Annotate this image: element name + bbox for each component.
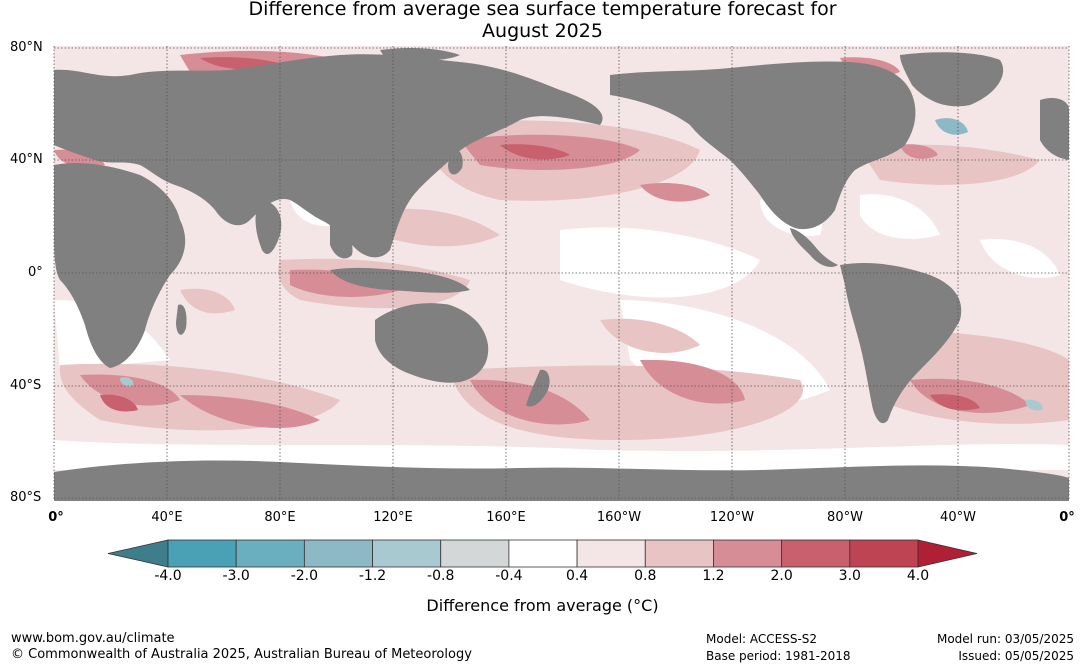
southeast-asia <box>330 225 353 259</box>
lon-label-120w: 120°W <box>709 510 755 525</box>
colorbar-segment <box>440 539 510 568</box>
india-peninsula <box>255 200 282 255</box>
africa-landmass <box>54 163 186 368</box>
lon-label-0-right: 0° <box>1059 510 1075 525</box>
land-masses <box>54 47 1069 501</box>
colorbar-title: Difference from average (°C) <box>426 596 659 615</box>
lon-label-160w: 160°W <box>596 510 642 525</box>
colorbar-segment <box>372 539 442 568</box>
lat-label-80s: 80°S <box>10 490 42 505</box>
colorbar-segment <box>508 539 578 568</box>
new-zealand <box>526 369 550 407</box>
colorbar-segment <box>576 539 646 568</box>
colorbar-tick-label: -0.4 <box>495 568 523 584</box>
colorbar-tick-label: -0.8 <box>427 568 455 584</box>
footer-url: www.bom.gov.au/climate <box>11 631 175 646</box>
graticule <box>53 46 1070 501</box>
colorbar-tick-label: 4.0 <box>906 568 930 584</box>
antarctica-landmass <box>54 460 1069 501</box>
anomaly-cool-spots <box>120 118 1043 411</box>
lon-label-0-left: 0° <box>48 510 64 525</box>
colorbar-tick-label: 0.8 <box>634 568 657 584</box>
colorbar-segment <box>644 539 714 568</box>
colorbar-tick-label: 3.0 <box>838 568 861 584</box>
arctic-islands <box>380 47 460 61</box>
colorbar-tick-label: -1.2 <box>358 568 387 584</box>
south-america-landmass <box>840 263 962 424</box>
colorbar-tick-label: 0.4 <box>565 568 589 584</box>
lon-label-40w: 40°W <box>940 510 976 525</box>
lat-label-80n: 80°N <box>10 40 43 55</box>
colorbar <box>107 539 978 568</box>
colorbar-tick-label: -3.0 <box>222 568 250 584</box>
central-america <box>790 228 838 267</box>
footer-model: Model: ACCESS-S2 <box>706 632 818 646</box>
map-title-line-2: August 2025 <box>482 20 603 42</box>
lon-label-120e: 120°E <box>373 510 413 525</box>
colorbar-tick-label: -2.0 <box>290 568 319 584</box>
colorbar-segment <box>781 539 851 568</box>
colorbar-segment <box>167 539 237 568</box>
lat-label-40s: 40°S <box>10 378 42 393</box>
lon-label-80e: 80°E <box>264 510 296 525</box>
map-title-line-1: Difference from average sea surface temp… <box>248 0 837 20</box>
colorbar-extend-high <box>917 539 978 568</box>
colorbar-segment <box>303 539 373 568</box>
lon-label-40e: 40°E <box>151 510 183 525</box>
colorbar-extend-low <box>107 539 169 568</box>
footer-issued: Issued: 05/05/2025 <box>958 649 1074 663</box>
colorbar-segment <box>235 539 305 568</box>
footer-base-period: Base period: 1981-2018 <box>706 649 851 663</box>
colorbar-tick-label: 1.2 <box>702 568 725 584</box>
footer-copyright: © Commonwealth of Australia 2025, Austra… <box>11 647 472 662</box>
footer-model-run: Model run: 03/05/2025 <box>936 632 1074 646</box>
lon-label-160e: 160°E <box>486 510 526 525</box>
indonesia-islands <box>330 267 470 293</box>
greenland <box>900 52 1004 107</box>
japan <box>448 148 463 175</box>
north-america-landmass <box>610 61 916 230</box>
europe-west <box>1040 98 1069 160</box>
colorbar-segment <box>713 539 783 568</box>
lat-label-equator: 0° <box>28 265 43 280</box>
colorbar-segment <box>849 539 919 568</box>
madagascar <box>176 304 187 335</box>
lat-label-40n: 40°N <box>10 152 43 167</box>
eurasia-landmass <box>54 54 603 258</box>
australia-landmass <box>375 303 489 383</box>
colorbar-tick-label: -4.0 <box>154 568 182 584</box>
lon-label-80w: 80°W <box>827 510 863 525</box>
colorbar-tick-label: 2.0 <box>770 568 793 584</box>
